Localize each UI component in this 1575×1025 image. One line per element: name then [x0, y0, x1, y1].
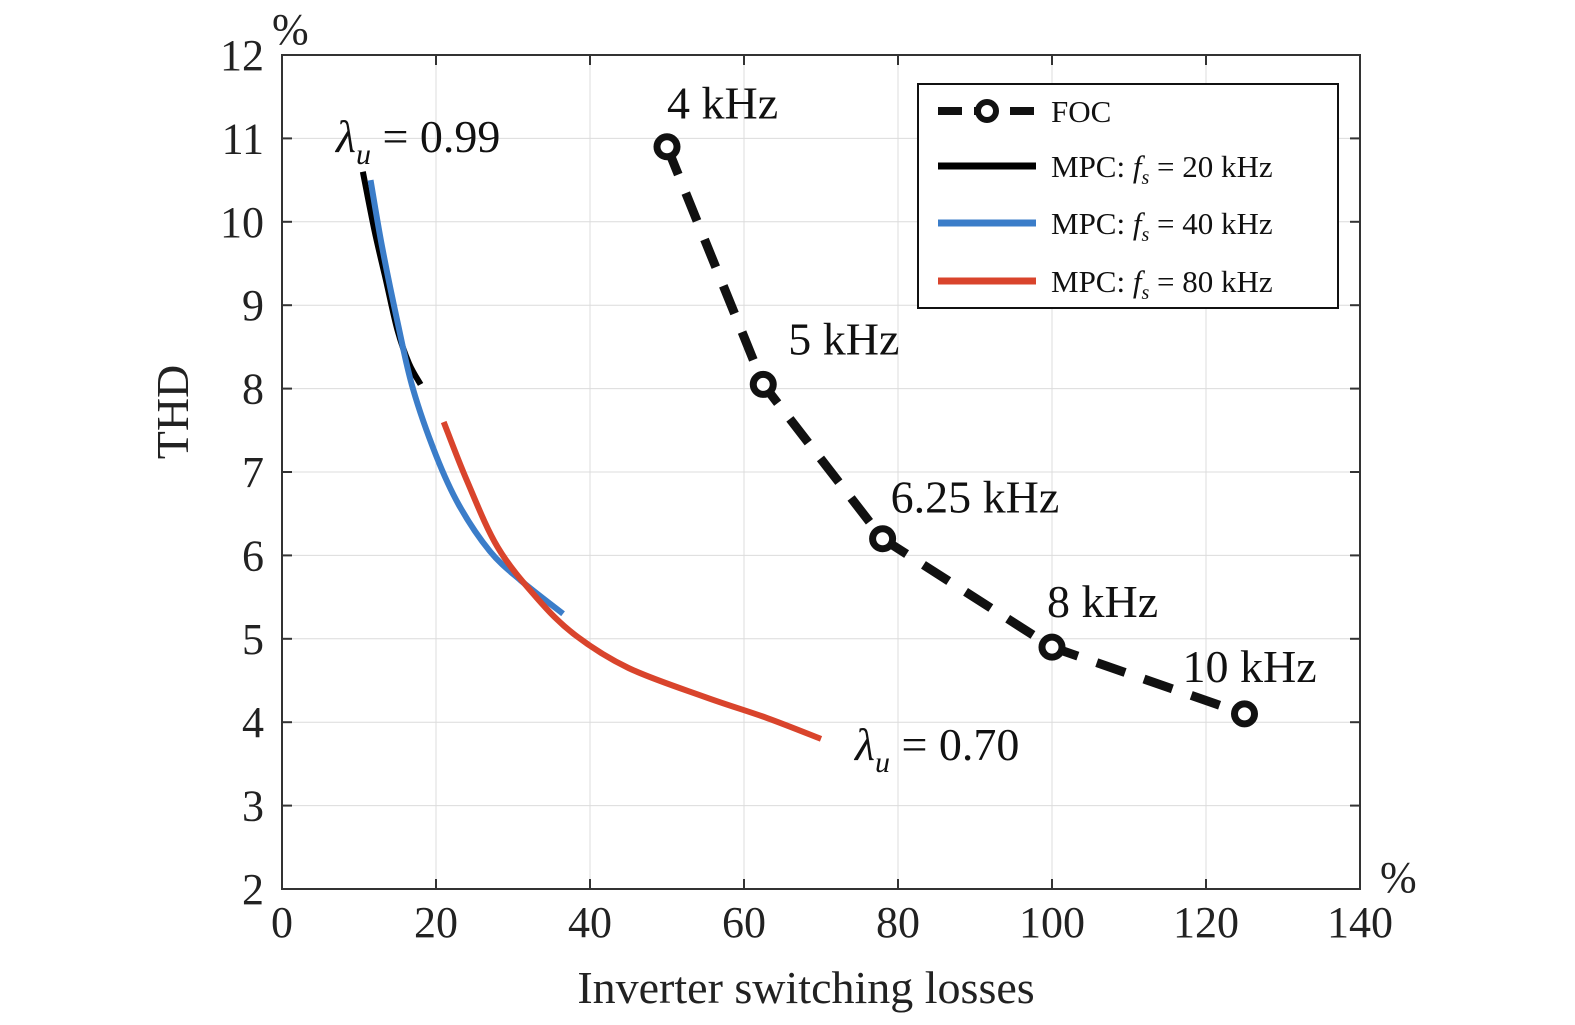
axes-layer: 0 20 40 60 80 100 120 140 2 3 4 5 6 7 8 9 10 11 12%% Invert… [147, 5, 1417, 1013]
y-tick-label: 2 [242, 865, 264, 914]
x-tick-label: 0 [271, 898, 293, 947]
y-tick-label: 3 [242, 782, 264, 831]
legend-label: MPC: fs = 80 kHz [1051, 264, 1273, 304]
x-tick-label: 20 [414, 898, 458, 947]
lambda-label: λu = 0.70 [853, 719, 1019, 779]
frequency-annotation: 6.25 kHz [891, 472, 1060, 523]
annotation-layer: 4 kHz 5 kHz 6.25 kHz 8 kHz 10 kHz λu = 0.99 λu… [334, 78, 1317, 779]
y-tick-label: 4 [242, 698, 264, 747]
frequency-annotation: 8 kHz [1047, 576, 1158, 627]
series-line-mpc-fs-80-khz [440, 420, 823, 742]
y-tick-label: 6 [242, 531, 264, 580]
foc-data-point [1038, 633, 1066, 661]
legend-label: MPC: fs = 40 kHz [1051, 206, 1273, 246]
x-unit-label: % [1380, 853, 1417, 902]
y-unit-label: % [272, 5, 309, 54]
series-layer [359, 133, 1258, 742]
foc-data-point [749, 370, 777, 398]
x-tick-label: 40 [568, 898, 612, 947]
y-tick-label: 12 [220, 31, 264, 80]
y-tick-label: 8 [242, 365, 264, 414]
legend: FOC MPC: fs = 20 kHz MPC: fs = 40 kHz MPC: … [917, 83, 1339, 309]
foc-data-point [1231, 700, 1258, 728]
y-axis-title: THD [147, 365, 198, 460]
x-tick-label: 80 [876, 898, 920, 947]
legend-label: MPC: fs = 20 kHz [1051, 149, 1273, 189]
y-tick-label: 5 [242, 615, 264, 664]
x-tick-label: 60 [722, 898, 766, 947]
lambda-label: λu = 0.99 [334, 111, 500, 171]
frequency-annotation: 5 kHz [788, 313, 899, 364]
y-tick-label: 9 [242, 281, 264, 330]
legend-label: FOC [1051, 94, 1111, 129]
y-tick-label: 10 [220, 198, 264, 247]
legend-marker-foc [975, 99, 999, 123]
x-tick-label: 100 [1019, 898, 1085, 947]
y-tick-label: 7 [242, 448, 264, 497]
foc-data-point [869, 525, 897, 553]
x-axis-title: Inverter switching losses [577, 962, 1034, 1013]
foc-data-point [653, 133, 681, 161]
frequency-annotation: 4 kHz [667, 78, 778, 129]
x-tick-label: 140 [1327, 898, 1393, 947]
y-tick-label: 11 [222, 114, 264, 163]
x-tick-label: 120 [1173, 898, 1239, 947]
frequency-annotation: 10 kHz [1183, 641, 1317, 692]
series-line-mpc-fs-40-khz [367, 179, 565, 617]
